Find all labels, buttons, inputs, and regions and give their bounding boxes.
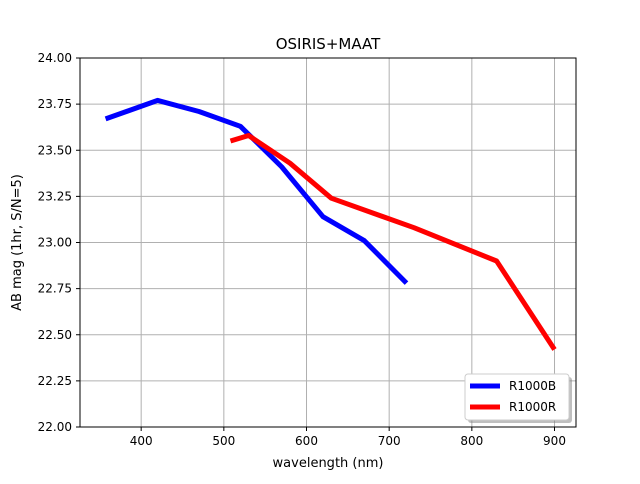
x-tick-label: 500 [212, 434, 235, 448]
y-tick-label: 23.50 [38, 143, 72, 157]
y-tick-label: 23.75 [38, 97, 72, 111]
x-tick-label: 400 [130, 434, 153, 448]
x-axis-label: wavelength (nm) [273, 456, 384, 471]
axis-ticks: 400 500 600 700 800 900 22.00 22.25 22.50 22.75 23… [38, 51, 566, 448]
y-tick-label: 22.75 [38, 282, 72, 296]
x-tick-label: 900 [543, 434, 566, 448]
legend-label: R1000B [509, 379, 556, 393]
x-tick-label: 700 [378, 434, 401, 448]
y-tick-label: 23.00 [38, 236, 72, 250]
legend: R1000B R1000R [464, 373, 572, 423]
series-lines [104, 97, 557, 351]
y-tick-label: 23.25 [38, 189, 72, 203]
y-tick-label: 22.25 [38, 374, 72, 388]
y-tick-label: 24.00 [38, 51, 72, 65]
y-axis-label: AB mag (1hr, S/N=5) [10, 174, 25, 311]
legend-label: R1000R [509, 400, 556, 414]
y-tick-label: 22.50 [38, 328, 72, 342]
y-tick-label: 22.00 [38, 420, 72, 434]
x-tick-label: 600 [295, 434, 318, 448]
series-line-r1000r [229, 133, 557, 351]
chart-title: OSIRIS+MAAT [276, 35, 381, 53]
x-tick-label: 800 [460, 434, 483, 448]
